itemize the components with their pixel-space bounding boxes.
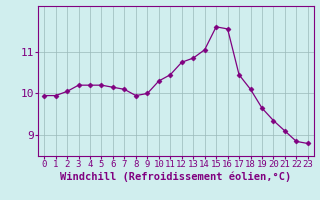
X-axis label: Windchill (Refroidissement éolien,°C): Windchill (Refroidissement éolien,°C): [60, 172, 292, 182]
